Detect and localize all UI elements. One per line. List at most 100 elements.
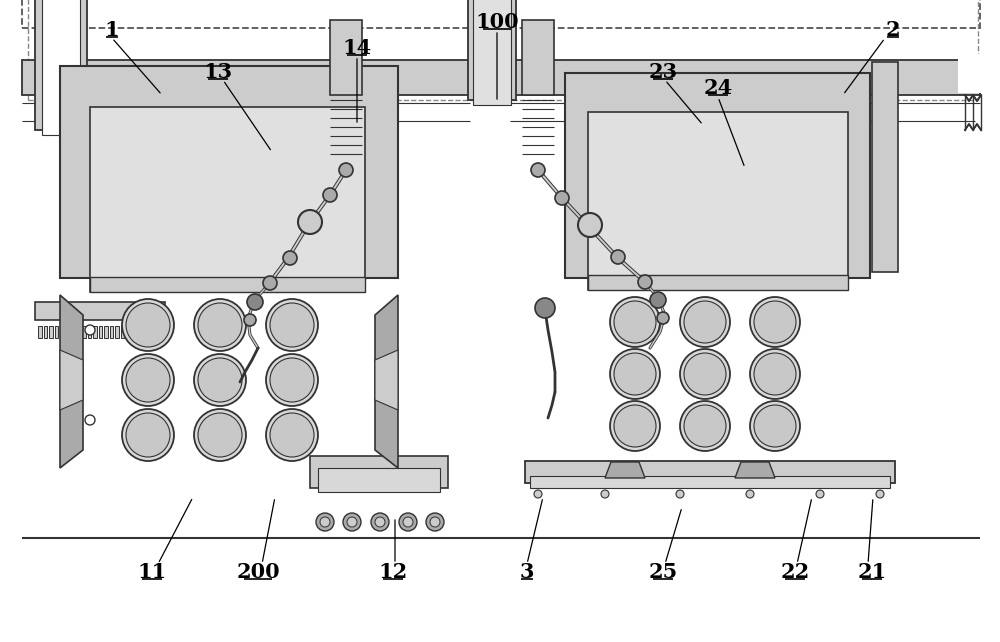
- Text: 2: 2: [886, 20, 900, 40]
- Circle shape: [316, 513, 334, 531]
- Bar: [120, 326, 124, 338]
- Bar: [44, 326, 47, 338]
- Bar: [588, 112, 848, 290]
- Circle shape: [298, 210, 322, 234]
- Circle shape: [680, 349, 730, 399]
- Bar: [28, 0, 476, 100]
- Circle shape: [122, 299, 174, 351]
- Text: 100: 100: [475, 12, 519, 32]
- Bar: [76, 326, 80, 338]
- Circle shape: [676, 490, 684, 498]
- Circle shape: [684, 405, 726, 447]
- Bar: [35, 0, 87, 130]
- Circle shape: [610, 401, 660, 451]
- Bar: [473, 0, 511, 105]
- Bar: [60, 326, 64, 338]
- Circle shape: [611, 250, 625, 264]
- Circle shape: [266, 299, 318, 351]
- Circle shape: [263, 276, 277, 290]
- Circle shape: [601, 490, 609, 498]
- Bar: [522, 20, 554, 95]
- Circle shape: [657, 312, 669, 324]
- Circle shape: [126, 413, 170, 457]
- Bar: [565, 73, 870, 278]
- Text: 21: 21: [857, 562, 887, 582]
- Bar: [126, 326, 130, 338]
- Bar: [512, 0, 978, 100]
- Polygon shape: [735, 462, 775, 478]
- Text: 25: 25: [648, 562, 678, 582]
- Bar: [82, 326, 86, 338]
- Text: 23: 23: [648, 62, 678, 82]
- Bar: [42, 0, 80, 135]
- Circle shape: [339, 163, 353, 177]
- Polygon shape: [375, 295, 398, 468]
- Circle shape: [750, 401, 800, 451]
- Circle shape: [578, 213, 602, 237]
- Text: 200: 200: [236, 562, 280, 582]
- Bar: [60, 66, 398, 278]
- Bar: [310, 456, 448, 488]
- Text: 12: 12: [378, 562, 408, 582]
- Bar: [98, 326, 102, 338]
- Bar: [90, 107, 365, 292]
- Circle shape: [270, 358, 314, 402]
- Circle shape: [555, 191, 569, 205]
- Bar: [22, 60, 470, 95]
- Circle shape: [85, 325, 95, 335]
- Polygon shape: [605, 462, 645, 478]
- Circle shape: [266, 409, 318, 461]
- Circle shape: [303, 217, 317, 231]
- Circle shape: [610, 297, 660, 347]
- Bar: [90, 277, 365, 292]
- Bar: [132, 326, 135, 338]
- Bar: [35, 302, 165, 320]
- Circle shape: [638, 275, 652, 289]
- Bar: [468, 0, 516, 100]
- Circle shape: [270, 303, 314, 347]
- Text: 13: 13: [203, 62, 233, 82]
- Circle shape: [684, 301, 726, 343]
- Circle shape: [650, 292, 666, 308]
- Circle shape: [399, 513, 417, 531]
- Circle shape: [347, 517, 357, 527]
- Bar: [66, 326, 69, 338]
- Circle shape: [403, 517, 413, 527]
- Bar: [38, 326, 42, 338]
- Circle shape: [680, 401, 730, 451]
- Circle shape: [876, 490, 884, 498]
- Polygon shape: [375, 350, 398, 410]
- Text: 3: 3: [520, 562, 534, 582]
- Bar: [115, 326, 119, 338]
- Bar: [93, 326, 96, 338]
- Circle shape: [194, 299, 246, 351]
- Text: 14: 14: [342, 38, 372, 58]
- Circle shape: [754, 405, 796, 447]
- Circle shape: [531, 163, 545, 177]
- Bar: [530, 476, 890, 488]
- Circle shape: [614, 301, 656, 343]
- Circle shape: [198, 358, 242, 402]
- Circle shape: [194, 354, 246, 406]
- Circle shape: [194, 409, 246, 461]
- Circle shape: [283, 251, 297, 265]
- Polygon shape: [60, 350, 83, 410]
- Circle shape: [266, 354, 318, 406]
- Bar: [71, 326, 74, 338]
- Circle shape: [534, 490, 542, 498]
- Circle shape: [680, 297, 730, 347]
- Circle shape: [754, 353, 796, 395]
- Circle shape: [270, 413, 314, 457]
- Bar: [110, 326, 113, 338]
- Circle shape: [371, 513, 389, 531]
- Circle shape: [750, 297, 800, 347]
- Bar: [143, 326, 146, 338]
- Bar: [54, 326, 58, 338]
- Circle shape: [126, 358, 170, 402]
- Bar: [137, 326, 140, 338]
- Bar: [148, 326, 152, 338]
- Circle shape: [320, 517, 330, 527]
- Bar: [49, 326, 52, 338]
- Bar: [330, 20, 362, 95]
- Circle shape: [816, 490, 824, 498]
